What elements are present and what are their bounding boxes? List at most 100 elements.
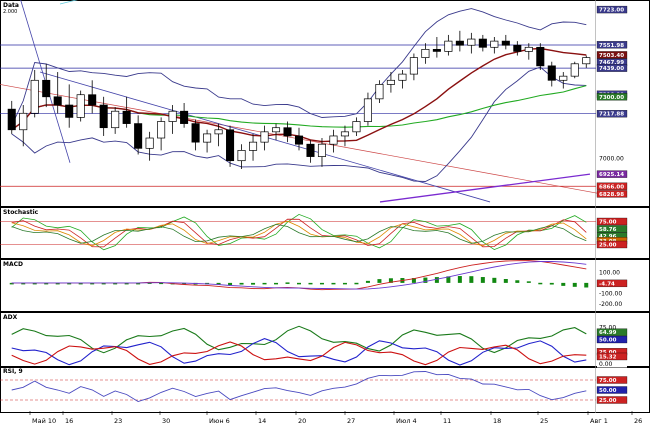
price-badge-label: 50.00: [599, 338, 617, 344]
price-badge-label: 7503.40: [599, 53, 624, 59]
price-badge-label: 64.99: [599, 330, 617, 336]
date-axis: Май 10 16 23 30 Июн 6 14 20 27 Июл 4 11 18 25 Авг 1 2…: [29, 411, 642, 425]
candle-body: [122, 110, 131, 124]
candle-body: [363, 98, 372, 122]
price-badge-label: 7217.88: [599, 112, 624, 118]
price-scale-badges: 7723.007551.987503.407467.997439.007310.…: [596, 5, 628, 404]
macd-histogram-bar: [78, 282, 83, 285]
candle-body: [111, 110, 120, 129]
price-badge-bg: [596, 190, 628, 198]
price-badge-label: 6866.00: [599, 184, 624, 190]
candle-body: [294, 135, 304, 145]
price-badge-bg: [597, 289, 627, 297]
macd-histogram-bar: [365, 280, 370, 283]
macd-histogram-bar: [503, 279, 508, 283]
macd-histogram-bar: [492, 277, 497, 283]
price-badge-label: -100.00: [599, 290, 622, 297]
date-label: 11: [443, 417, 451, 425]
macd-histogram-bar: [90, 282, 95, 285]
price-badge-bg: [596, 240, 628, 249]
macd-histogram-bar: [446, 276, 451, 283]
candle-body: [467, 38, 476, 46]
adx-plot: [11, 325, 587, 366]
candle-body: [329, 135, 338, 145]
candle-body: [317, 143, 327, 157]
macd-plot: [9, 260, 589, 291]
macd-histogram-bar: [159, 282, 164, 285]
macd-histogram-bar: [411, 278, 416, 283]
price-badge-label: 7300.00: [599, 95, 624, 101]
candle-body: [19, 112, 28, 131]
candle-body: [283, 127, 292, 137]
price-badge-label: 6828.98: [599, 192, 624, 198]
price-badge-label: 100.00: [599, 269, 620, 276]
candle-body: [271, 127, 281, 133]
date-label: Май 10: [32, 417, 56, 425]
adx-plus-di: [11, 338, 587, 366]
candle-body: [88, 94, 97, 106]
macd-histogram-bar: [388, 278, 393, 283]
adx-panel-title: ADX: [3, 314, 18, 321]
price-badge-bg: [597, 268, 627, 276]
price-badge-bg: [596, 110, 628, 118]
macd-histogram-bar: [32, 282, 37, 285]
macd-histogram-bar: [274, 282, 279, 285]
price-plot: [0, 0, 601, 203]
date-label: 16: [65, 417, 73, 425]
candle-body: [432, 49, 441, 52]
macd-histogram-bar: [239, 282, 244, 285]
price-badge-label: 7551.98: [599, 43, 624, 49]
price-badge-bg: [596, 352, 628, 361]
candle-body: [157, 121, 166, 139]
macd-histogram-bar: [182, 282, 187, 285]
macd-histogram-bar: [434, 277, 439, 283]
adx-minus-di: [11, 341, 587, 366]
stochastic-line-darkgreen: [11, 223, 587, 244]
price-badge-bg: [596, 335, 628, 344]
candle-body: [375, 84, 384, 100]
candle-body: [214, 129, 223, 135]
stochastic-line-green: [11, 213, 587, 251]
price-badge-bg: [597, 323, 627, 331]
price-panel-frame: [0, 0, 650, 207]
candle-body: [524, 46, 533, 52]
candle-body: [7, 108, 16, 131]
candle-body: [478, 38, 487, 48]
candle-body: [409, 57, 418, 75]
date-label: 27: [347, 417, 355, 425]
candle-body: [65, 104, 74, 118]
price-badge-label: 7723.00: [599, 8, 624, 14]
candle-body: [180, 110, 189, 124]
macd-histogram-bar: [354, 282, 359, 285]
candle-body: [42, 79, 51, 98]
macd-histogram-bar: [262, 282, 267, 285]
candle-body: [444, 40, 453, 52]
macd-histogram-bar: [319, 282, 324, 285]
price-badge-bg: [596, 396, 628, 404]
candle-body: [53, 96, 62, 106]
price-badge-label: -4.74: [599, 281, 615, 287]
price-badge-bg: [597, 155, 627, 163]
candle-body: [398, 73, 407, 81]
candle-body: [30, 79, 39, 114]
date-label: 14: [258, 417, 266, 425]
price-badge-label: 75.00: [599, 324, 616, 331]
candle-body: [306, 143, 315, 157]
price-badge-label: 7000.00: [599, 156, 624, 163]
price-badge-bg: [596, 376, 628, 384]
macd-histogram-bar: [297, 282, 301, 285]
price-panel-title: Data: [3, 2, 19, 9]
macd-panel-title: MACD: [3, 261, 23, 268]
price-badge-label: 75.00: [599, 220, 617, 226]
candle-body: [237, 150, 246, 162]
date-label: 26: [634, 417, 642, 425]
candle-body: [76, 94, 85, 118]
rsi-plot: [0, 371, 596, 402]
macd-histogram-bar: [342, 282, 347, 285]
price-badge-label: 6925.14: [599, 172, 624, 178]
price-badge-bg: [596, 328, 628, 336]
candle-body: [191, 123, 200, 143]
macd-histogram-bar: [538, 282, 543, 285]
